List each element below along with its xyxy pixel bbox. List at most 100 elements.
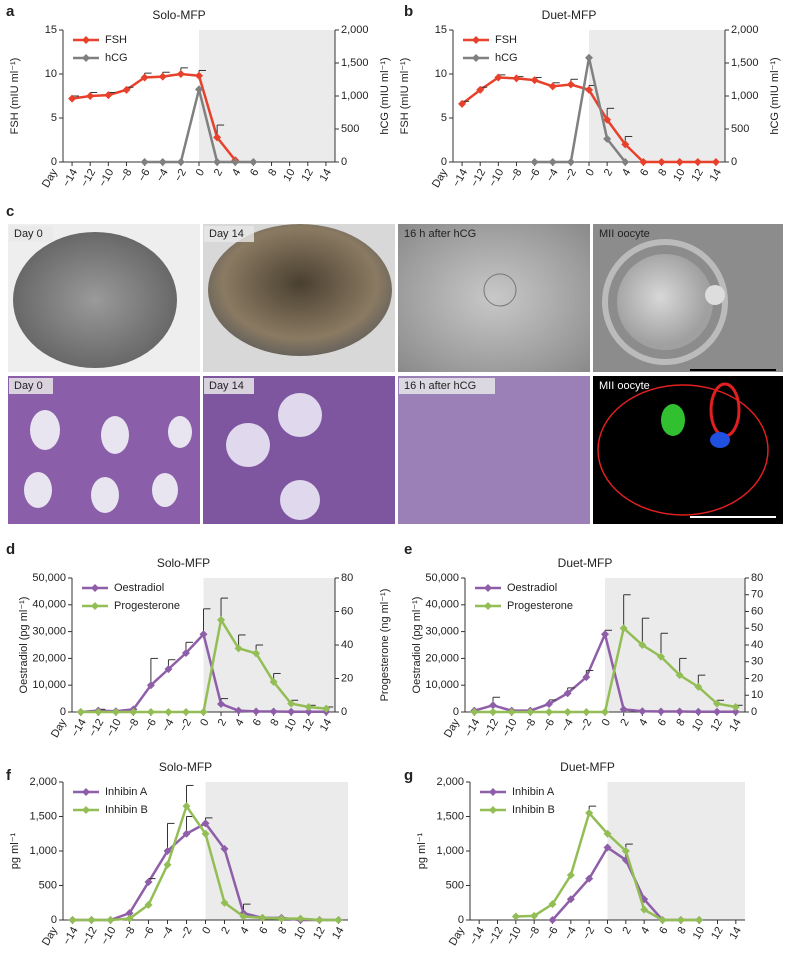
data-point bbox=[548, 82, 557, 91]
data-point bbox=[315, 916, 324, 924]
y2-tick-label: 500 bbox=[341, 123, 359, 135]
x-tick-label: 10 bbox=[292, 925, 309, 942]
y-axis-label: pg ml⁻¹ bbox=[416, 832, 428, 869]
x-tick-label: 10 bbox=[690, 717, 707, 734]
data-point bbox=[125, 909, 134, 918]
x-tick-label: 12 bbox=[689, 167, 706, 184]
x-tick-label: −12 bbox=[80, 925, 100, 947]
tile-label: MII oocyte bbox=[599, 380, 650, 392]
x-tick-label: −4 bbox=[544, 167, 561, 184]
x-tick-label: −2 bbox=[172, 167, 189, 184]
y2-tick-label: 0 bbox=[751, 706, 757, 718]
y-tick-label: 0 bbox=[51, 156, 57, 168]
x-tick-label: −6 bbox=[136, 167, 153, 184]
label-bg bbox=[399, 378, 495, 394]
x-tick-label: −8 bbox=[118, 167, 135, 184]
data-point bbox=[658, 916, 667, 924]
y2-tick-label: 20 bbox=[751, 672, 763, 684]
x-tick-label: 8 bbox=[674, 717, 687, 728]
data-point bbox=[144, 900, 153, 909]
y-tick-label: 15 bbox=[435, 24, 447, 36]
x-axis-label: Day bbox=[447, 925, 467, 948]
data-point bbox=[258, 913, 267, 922]
y-tick-label: 500 bbox=[39, 879, 57, 891]
micrograph bbox=[593, 376, 783, 524]
legend-label: Inhibin A bbox=[512, 786, 555, 798]
legend-marker bbox=[489, 806, 497, 814]
data-point bbox=[657, 707, 665, 716]
x-tick-label: 4 bbox=[620, 167, 633, 178]
x-tick-label: −14 bbox=[450, 167, 470, 189]
data-point bbox=[163, 860, 172, 869]
y2-tick-label: 70 bbox=[751, 589, 763, 601]
y2-tick-label: 40 bbox=[751, 639, 763, 651]
data-point bbox=[530, 158, 539, 166]
legend-label: FSH bbox=[495, 34, 517, 46]
y2-tick-label: 30 bbox=[751, 656, 763, 668]
micrograph-chromatin bbox=[710, 432, 730, 448]
data-point bbox=[458, 99, 467, 108]
y2-tick-label: 1,500 bbox=[341, 57, 369, 69]
micrograph-follicle bbox=[91, 477, 119, 513]
x-tick-label: 2 bbox=[219, 925, 232, 936]
data-point bbox=[640, 905, 649, 914]
data-point bbox=[213, 133, 222, 142]
panel-letter: a bbox=[6, 3, 15, 20]
data-point bbox=[585, 874, 594, 883]
y-tick-label: 0 bbox=[453, 706, 459, 718]
x-tick-label: 8 bbox=[656, 167, 669, 178]
x-tick-label: −12 bbox=[481, 717, 501, 739]
panel-letter: b bbox=[404, 3, 413, 20]
data-point bbox=[144, 878, 153, 887]
y-tick-label: 40,000 bbox=[425, 599, 459, 611]
y-tick-label: 20,000 bbox=[425, 652, 459, 664]
y-tick-label: 10,000 bbox=[425, 679, 459, 691]
data-point bbox=[140, 73, 149, 82]
y2-tick-label: 500 bbox=[731, 123, 749, 135]
shaded-region bbox=[203, 578, 335, 712]
micrograph-spindle bbox=[661, 404, 685, 436]
x-tick-label: 4 bbox=[637, 717, 650, 728]
x-tick-label: −14 bbox=[69, 717, 89, 739]
data-point bbox=[494, 73, 503, 82]
data-point bbox=[566, 80, 575, 89]
x-tick-label: −4 bbox=[562, 925, 579, 942]
data-point bbox=[619, 705, 628, 714]
data-point bbox=[87, 916, 96, 924]
x-tick-label: 6 bbox=[248, 167, 261, 178]
data-point bbox=[603, 115, 612, 124]
x-tick-label: 8 bbox=[266, 167, 279, 178]
data-point bbox=[94, 708, 103, 716]
data-point bbox=[695, 916, 704, 924]
series bbox=[76, 608, 331, 716]
shaded-region bbox=[607, 782, 745, 920]
data-point bbox=[512, 74, 521, 83]
data-point bbox=[693, 158, 702, 166]
data-point bbox=[676, 916, 685, 924]
micrograph-follicle bbox=[226, 423, 270, 467]
tile-label: MII oocyte bbox=[599, 228, 650, 240]
x-tick-label: −6 bbox=[142, 717, 159, 734]
data-point bbox=[122, 85, 131, 94]
x-tick-label: 10 bbox=[283, 717, 300, 734]
micrograph-follicle bbox=[101, 416, 129, 454]
data-point bbox=[269, 707, 278, 716]
y-tick-label: 0 bbox=[441, 156, 447, 168]
y2-tick-label: 50 bbox=[751, 622, 763, 634]
x-tick-label: 12 bbox=[299, 167, 316, 184]
data-point bbox=[511, 912, 520, 921]
data-point bbox=[199, 708, 208, 716]
data-point bbox=[199, 630, 208, 639]
data-point bbox=[621, 847, 630, 855]
data-point bbox=[163, 847, 172, 855]
x-tick-label: −8 bbox=[522, 717, 539, 734]
y2-tick-label: 60 bbox=[341, 605, 353, 617]
data-point bbox=[234, 644, 243, 653]
data-point bbox=[322, 704, 331, 713]
y-axis-label: pg ml⁻¹ bbox=[9, 832, 21, 869]
x-tick-label: −4 bbox=[559, 717, 576, 734]
y-tick-label: 0 bbox=[60, 706, 66, 718]
data-point bbox=[176, 70, 185, 78]
data-point bbox=[638, 641, 647, 649]
data-point bbox=[104, 91, 113, 100]
